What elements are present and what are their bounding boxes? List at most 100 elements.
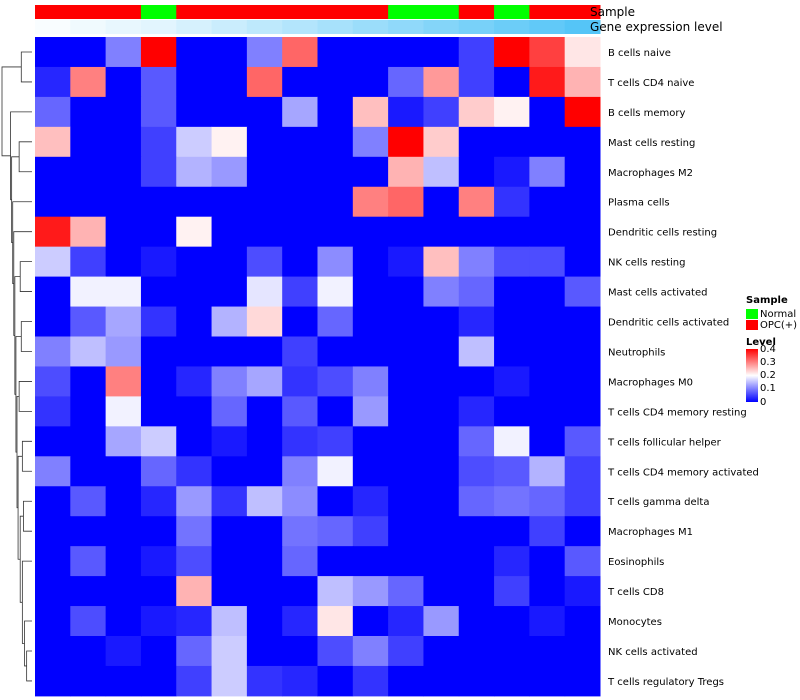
heatmap-cell: [176, 456, 213, 487]
heatmap-cell: [140, 516, 177, 547]
gene-expression-annotation-cell: [458, 20, 495, 34]
heatmap-cell: [352, 216, 389, 248]
heatmap-cell: [105, 546, 142, 577]
heatmap-cell: [140, 156, 177, 188]
heatmap-cell: [352, 516, 389, 547]
heatmap-cell: [282, 665, 318, 697]
heatmap-cell: [105, 186, 142, 218]
heatmap-cell: [317, 516, 354, 547]
heatmap-cell: [176, 186, 213, 218]
heatmap-cell: [529, 37, 566, 68]
heatmap-cell: [494, 336, 530, 367]
heatmap-cell: [35, 456, 71, 487]
heatmap-cells: [35, 37, 601, 697]
heatmap-cell: [423, 96, 460, 128]
dendrogram-branch: [20, 321, 32, 352]
sample-annotation-cell: [105, 5, 142, 19]
sample-annotation-cell: [282, 5, 318, 19]
heatmap-cell: [105, 96, 142, 128]
heatmap-cell: [211, 486, 248, 517]
heatmap-cell: [529, 96, 566, 128]
heatmap-cell: [140, 126, 177, 158]
heatmap-cell: [388, 336, 424, 367]
heatmap-cell: [458, 336, 495, 367]
dendrogram-branch: [24, 620, 32, 667]
row-label: T cells CD8: [607, 587, 664, 598]
heatmap-cell: [423, 546, 460, 577]
heatmap-cell: [140, 276, 177, 308]
heatmap-cell: [140, 665, 177, 697]
heatmap-cell: [35, 66, 71, 98]
heatmap-cell: [529, 156, 566, 188]
heatmap-cell: [317, 456, 354, 487]
heatmap-cell: [564, 66, 601, 98]
heatmap-cell: [564, 216, 601, 248]
heatmap-cell: [352, 665, 389, 697]
heatmap-cell: [140, 426, 177, 457]
row-label: NK cells resting: [608, 258, 685, 269]
heatmap-cell: [140, 546, 177, 577]
heatmap-cell: [458, 426, 495, 457]
heatmap-cell: [529, 606, 566, 637]
heatmap-cell: [140, 636, 177, 667]
heatmap-cell: [494, 456, 530, 487]
heatmap-cell: [564, 126, 601, 158]
heatmap-cell: [70, 665, 107, 697]
heatmap-cell: [458, 306, 495, 337]
heatmap-cell: [529, 516, 566, 547]
heatmap-cell: [352, 456, 389, 487]
heatmap-cell: [564, 665, 601, 697]
gene-expression-annotation-cell: [246, 20, 283, 34]
heatmap-cell: [282, 96, 318, 128]
heatmap-cell: [282, 396, 318, 427]
heatmap-cell: [564, 306, 601, 337]
row-label: T cells regulatory Tregs: [607, 677, 724, 688]
heatmap-cell: [564, 37, 601, 68]
heatmap-cell: [35, 156, 71, 188]
legend-sample: Sample Normal OPC(+): [746, 295, 797, 331]
heatmap-cell: [105, 576, 142, 607]
heatmap-cell: [423, 396, 460, 427]
heatmap-cell: [423, 126, 460, 158]
heatmap-cell: [70, 186, 107, 218]
heatmap-cell: [176, 37, 213, 68]
heatmap-cell: [388, 216, 424, 248]
dendrogram-branch: [23, 500, 32, 532]
heatmap-cell: [388, 576, 424, 607]
heatmap-cell: [388, 366, 424, 397]
heatmap-cell: [282, 306, 318, 337]
heatmap-cell: [211, 546, 248, 577]
heatmap-cell: [317, 366, 354, 397]
heatmap-cell: [388, 66, 424, 98]
heatmap-cell: [423, 486, 460, 517]
heatmap-cell: [70, 456, 107, 487]
heatmap-cell: [282, 156, 318, 188]
dendrogram-branch: [20, 51, 32, 83]
gene-expression-annotation-cell: [529, 20, 566, 34]
heatmap-cell: [140, 396, 177, 427]
heatmap-cell: [176, 126, 213, 158]
heatmap-cell: [176, 66, 213, 98]
heatmap-cell: [494, 246, 530, 278]
heatmap-cell: [105, 426, 142, 457]
heatmap-cell: [564, 426, 601, 457]
heatmap-cell: [423, 426, 460, 457]
sample-annotation-cell: [458, 5, 495, 19]
heatmap-cell: [494, 396, 530, 427]
heatmap-cell: [564, 486, 601, 517]
row-label: Neutrophils: [608, 347, 665, 358]
heatmap-cell: [176, 486, 213, 517]
heatmap-cell: [494, 306, 530, 337]
heatmap-cell: [246, 186, 283, 218]
heatmap-cell: [70, 66, 107, 98]
gene-expression-annotation-cell: [70, 20, 107, 34]
heatmap-cell: [352, 186, 389, 218]
heatmap-cell: [70, 426, 107, 457]
heatmap-cell: [423, 606, 460, 637]
heatmap-cell: [246, 96, 283, 128]
gene-expression-annotation-cell: [352, 20, 389, 34]
heatmap-cell: [564, 636, 601, 667]
row-label: Mast cells activated: [608, 288, 707, 299]
heatmap-cell: [211, 37, 248, 68]
heatmap-cell: [282, 486, 318, 517]
